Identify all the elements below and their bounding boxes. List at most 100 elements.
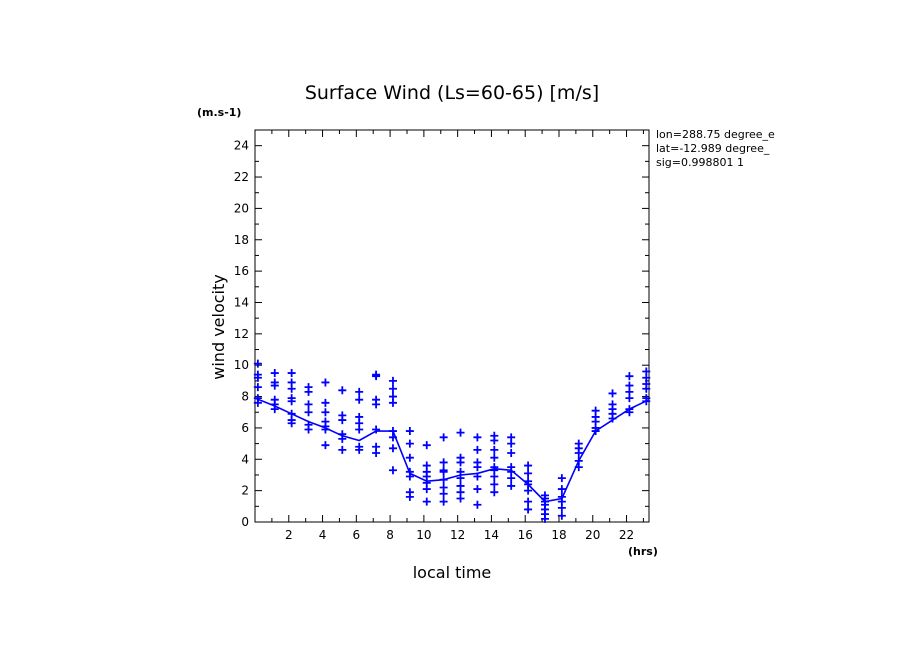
wind-sample-point xyxy=(557,485,566,494)
wind-sample-point xyxy=(540,514,549,523)
wind-sample-point xyxy=(507,449,516,458)
wind-sample-point xyxy=(574,449,583,458)
wind-sample-point xyxy=(507,439,516,448)
wind-sample-point xyxy=(338,416,347,425)
wind-sample-point xyxy=(321,408,330,417)
x-tick-label: 10 xyxy=(416,528,431,542)
wind-sample-point xyxy=(405,472,414,481)
wind-sample-point xyxy=(372,400,381,409)
wind-sample-point xyxy=(422,497,431,506)
x-axis-label: local time xyxy=(413,563,492,582)
wind-sample-point xyxy=(473,485,482,494)
wind-sample-point xyxy=(405,427,414,436)
wind-sample-point xyxy=(355,387,364,396)
wind-sample-point xyxy=(287,369,296,378)
wind-sample-point xyxy=(456,474,465,483)
wind-sample-point xyxy=(456,494,465,503)
wind-sample-point xyxy=(304,387,313,396)
wind-sample-point xyxy=(253,359,262,368)
wind-sample-point xyxy=(355,445,364,454)
y-tick-label: 6 xyxy=(241,421,249,435)
wind-sample-point xyxy=(608,389,617,398)
wind-sample-point xyxy=(557,474,566,483)
wind-sample-point xyxy=(321,441,330,450)
wind-sample-point xyxy=(405,492,414,501)
wind-sample-point xyxy=(405,439,414,448)
wind-sample-point xyxy=(490,488,499,497)
wind-sample-point xyxy=(253,383,262,392)
wind-sample-point xyxy=(490,445,499,454)
info-lat: lat=-12.989 degree_ xyxy=(656,142,770,155)
wind-sample-point xyxy=(524,505,533,514)
wind-sample-point xyxy=(439,458,448,467)
wind-sample-point xyxy=(642,397,651,406)
wind-sample-point xyxy=(439,433,448,442)
wind-sample-point xyxy=(270,381,279,390)
wind-sample-point xyxy=(388,398,397,407)
wind-sample-point xyxy=(473,445,482,454)
y-tick-label: 14 xyxy=(234,295,249,309)
wind-sample-point xyxy=(608,414,617,423)
wind-sample-point xyxy=(625,408,634,417)
wind-sample-point xyxy=(287,384,296,393)
wind-sample-point xyxy=(591,427,600,436)
wind-sample-point xyxy=(372,449,381,458)
y-axis-label: wind velocity xyxy=(209,274,228,379)
wind-sample-point xyxy=(405,453,414,462)
x-tick-label: 14 xyxy=(484,528,499,542)
info-lon: lon=288.75 degree_e xyxy=(656,128,775,141)
wind-sample-point xyxy=(321,425,330,434)
wind-sample-point xyxy=(321,398,330,407)
wind-sample-point xyxy=(422,441,431,450)
wind-sample-point xyxy=(439,467,448,476)
chart-title: Surface Wind (Ls=60-65) [m/s] xyxy=(305,82,599,104)
x-tick-label: 16 xyxy=(518,528,533,542)
y-unit-label: (m.s-1) xyxy=(197,106,241,119)
wind-sample-point xyxy=(304,400,313,409)
wind-sample-point xyxy=(456,428,465,437)
x-unit-label: (hrs) xyxy=(628,545,658,558)
wind-sample-point xyxy=(473,500,482,509)
x-tick-label: 8 xyxy=(386,528,394,542)
wind-sample-point xyxy=(388,384,397,393)
wind-sample-point xyxy=(338,434,347,443)
wind-sample-point xyxy=(287,397,296,406)
y-tick-label: 18 xyxy=(234,233,249,247)
wind-sample-point xyxy=(304,425,313,434)
x-tick-label: 6 xyxy=(353,528,361,542)
wind-sample-point xyxy=(524,469,533,478)
wind-sample-point xyxy=(557,511,566,520)
wind-sample-point xyxy=(439,489,448,498)
wind-sample-point xyxy=(355,395,364,404)
y-tick-label: 12 xyxy=(234,327,249,341)
y-tick-label: 2 xyxy=(241,484,249,498)
wind-sample-point xyxy=(270,405,279,414)
wind-sample-point xyxy=(422,485,431,494)
y-tick-label: 8 xyxy=(241,390,249,404)
wind-sample-point xyxy=(388,433,397,442)
wind-sample-point xyxy=(490,453,499,462)
wind-sample-point xyxy=(473,433,482,442)
wind-sample-point xyxy=(524,486,533,495)
x-tick-label: 22 xyxy=(619,528,634,542)
x-tick-label: 4 xyxy=(319,528,327,542)
wind-sample-point xyxy=(456,458,465,467)
wind-sample-point xyxy=(304,408,313,417)
wind-sample-point xyxy=(388,466,397,475)
wind-sample-point xyxy=(490,472,499,481)
wind-sample-point xyxy=(625,372,634,381)
wind-sample-point xyxy=(524,461,533,470)
y-tick-label: 0 xyxy=(241,515,249,529)
wind-sample-point xyxy=(388,376,397,385)
wind-sample-point xyxy=(490,480,499,489)
x-tick-label: 20 xyxy=(585,528,600,542)
wind-sample-point xyxy=(372,425,381,434)
wind-sample-point xyxy=(439,497,448,506)
y-tick-label: 20 xyxy=(234,201,249,215)
wind-sample-point xyxy=(439,475,448,484)
wind-sample-point xyxy=(625,394,634,403)
y-tick-label: 4 xyxy=(241,452,249,466)
wind-sample-point xyxy=(490,436,499,445)
wind-sample-point xyxy=(574,463,583,472)
